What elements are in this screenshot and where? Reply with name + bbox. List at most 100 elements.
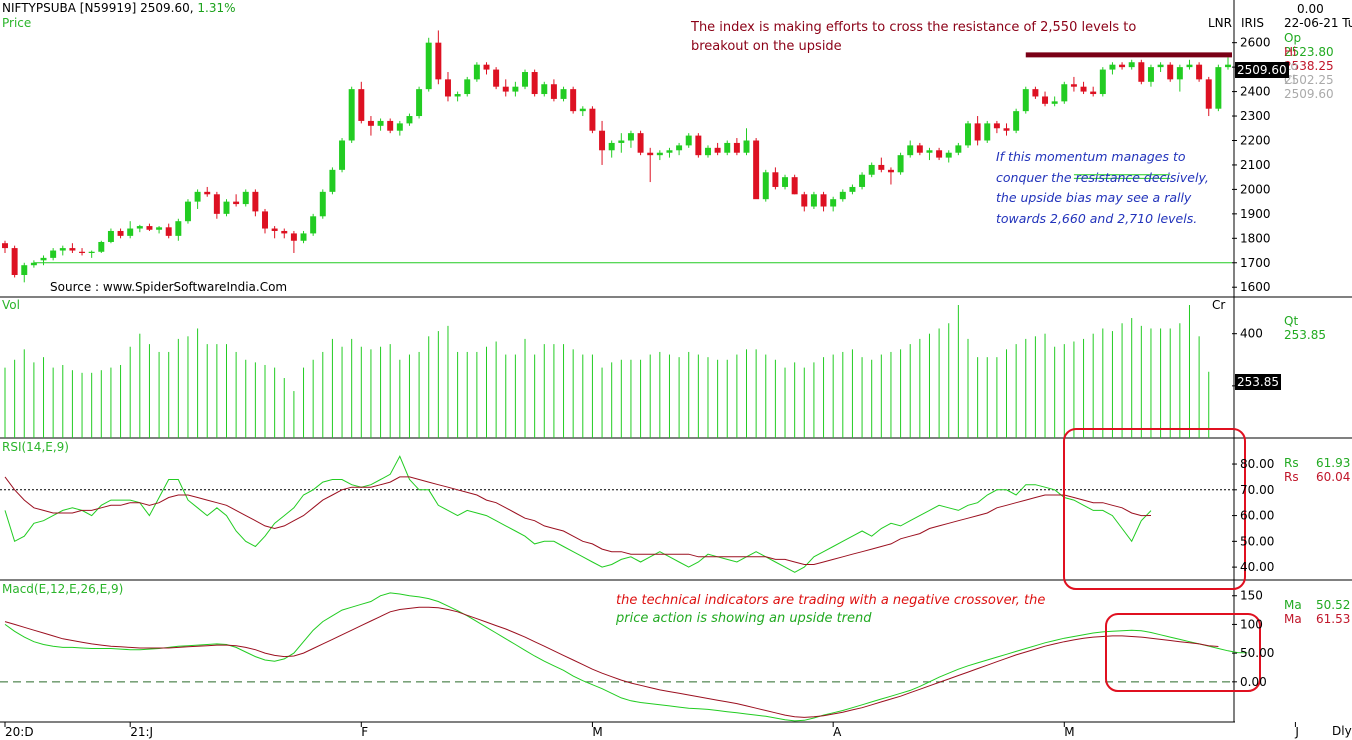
candle-body: [1215, 67, 1222, 109]
candle-body: [695, 135, 702, 156]
macd-annotation: the technical indicators are trading wit…: [616, 592, 1046, 628]
source-credit: Source : www.SpiderSoftwareIndia.Com: [50, 280, 288, 294]
candle-body: [1051, 101, 1058, 104]
volume-panel: [4, 305, 1210, 438]
volume-qt-readout: Qt253.85: [1284, 314, 1326, 342]
lnr-label[interactable]: LNR: [1208, 16, 1232, 30]
candle-body: [184, 201, 191, 222]
candle-body: [916, 145, 923, 153]
candle-body: [377, 120, 384, 126]
candle-body: [1013, 111, 1020, 131]
candle-body: [165, 227, 172, 236]
candle-body: [560, 89, 567, 99]
candle-body: [1176, 67, 1183, 80]
candle-body: [887, 169, 894, 173]
candle-body: [993, 123, 1000, 129]
panel-frames: [0, 0, 1352, 723]
candle-body: [319, 191, 326, 217]
candle-body: [396, 123, 403, 131]
candle-body: [1186, 64, 1193, 68]
iris-label[interactable]: IRIS: [1241, 16, 1265, 30]
y-tick-label: 50.00: [1240, 646, 1274, 660]
candle-body: [2, 243, 8, 249]
candle-body: [926, 150, 933, 153]
rsi-panel-label: RSI(14,E,9): [2, 440, 69, 454]
candle-body: [223, 201, 230, 214]
candle-body: [502, 86, 509, 92]
candle-body: [897, 155, 904, 173]
candle-body: [589, 108, 596, 131]
candle-body: [79, 251, 86, 253]
candle-body: [483, 64, 490, 70]
y-tick-label: 2300: [1240, 109, 1271, 123]
x-tick-label: 21:J: [130, 725, 153, 739]
candle-body: [11, 248, 18, 275]
candle-body: [1205, 79, 1212, 109]
candle-body: [21, 265, 28, 275]
axes: 1600170018001900200021002200230024002500…: [4, 36, 1299, 739]
rsi-rs2-readout: Rs 60.04: [1284, 470, 1351, 484]
y-tick-label: 2100: [1240, 158, 1271, 172]
y-tick-label: 2200: [1240, 133, 1271, 147]
candle-body: [30, 262, 37, 266]
symbol-label: NIFTYPSUBA [N59919]: [2, 1, 137, 15]
candle-body: [1070, 84, 1077, 87]
corner-value: 0.00: [1297, 2, 1324, 16]
ohlc-open: Op2523.80: [1284, 31, 1334, 59]
candle-body: [233, 201, 240, 205]
candle-body: [849, 186, 856, 192]
candle-body: [541, 84, 548, 95]
candle-body: [271, 228, 278, 231]
series-line: [4, 592, 1248, 722]
candle-body: [493, 69, 500, 87]
y-tick-label: 50.00: [1240, 534, 1274, 548]
candle-body: [40, 257, 47, 261]
candle-body: [656, 152, 663, 156]
interval-label[interactable]: Dly: [1332, 724, 1352, 738]
candle-body: [348, 89, 355, 141]
candle-body: [579, 108, 586, 112]
x-tick-label: F: [361, 725, 368, 739]
y-tick-label: 2000: [1240, 182, 1271, 196]
candle-body: [1080, 86, 1087, 92]
date-label: 22-06-21 Tu: [1284, 16, 1352, 30]
candle-body: [117, 230, 124, 236]
candle-body: [387, 120, 394, 131]
candle-body: [367, 120, 374, 126]
volume-cr-label: Cr: [1212, 298, 1226, 312]
candle-body: [1099, 69, 1106, 95]
ohlc-close: Cl2509.60: [1284, 73, 1334, 101]
y-tick-label: 1800: [1240, 231, 1271, 245]
candle-body: [1061, 84, 1068, 102]
candle-body: [522, 72, 529, 87]
y-tick-label: 1700: [1240, 256, 1271, 270]
series-line: [4, 606, 1219, 718]
candle-body: [406, 116, 413, 124]
candle-body: [339, 140, 346, 170]
macd-panel-label: Macd(E,12,E,26,E,9): [2, 582, 124, 596]
y-tick-label: 70.00: [1240, 483, 1274, 497]
candle-body: [1157, 64, 1164, 68]
candle-body: [955, 145, 962, 153]
candle-body: [1042, 96, 1049, 104]
macd-annotation-line1: the technical indicators are trading wit…: [616, 593, 1046, 608]
candle-body: [570, 89, 577, 112]
candle-body: [550, 84, 557, 99]
candle-body: [416, 89, 423, 117]
candle-body: [290, 233, 297, 241]
candle-body: [156, 227, 163, 230]
ohlc-high: Hi2538.25: [1284, 45, 1334, 73]
candle-body: [974, 123, 981, 141]
y-tick-label: 0.00: [1240, 675, 1267, 689]
candle-body: [637, 133, 644, 153]
rsi-rs1-readout: Rs 61.93: [1284, 456, 1351, 470]
series-line: [4, 476, 1152, 565]
candle-body: [599, 130, 606, 151]
candle-body: [473, 64, 480, 80]
x-tick-label: J: [1294, 725, 1299, 739]
candle-body: [830, 199, 837, 207]
candle-body: [98, 241, 105, 252]
candle-body: [666, 150, 673, 153]
macd-panel: [0, 592, 1261, 722]
